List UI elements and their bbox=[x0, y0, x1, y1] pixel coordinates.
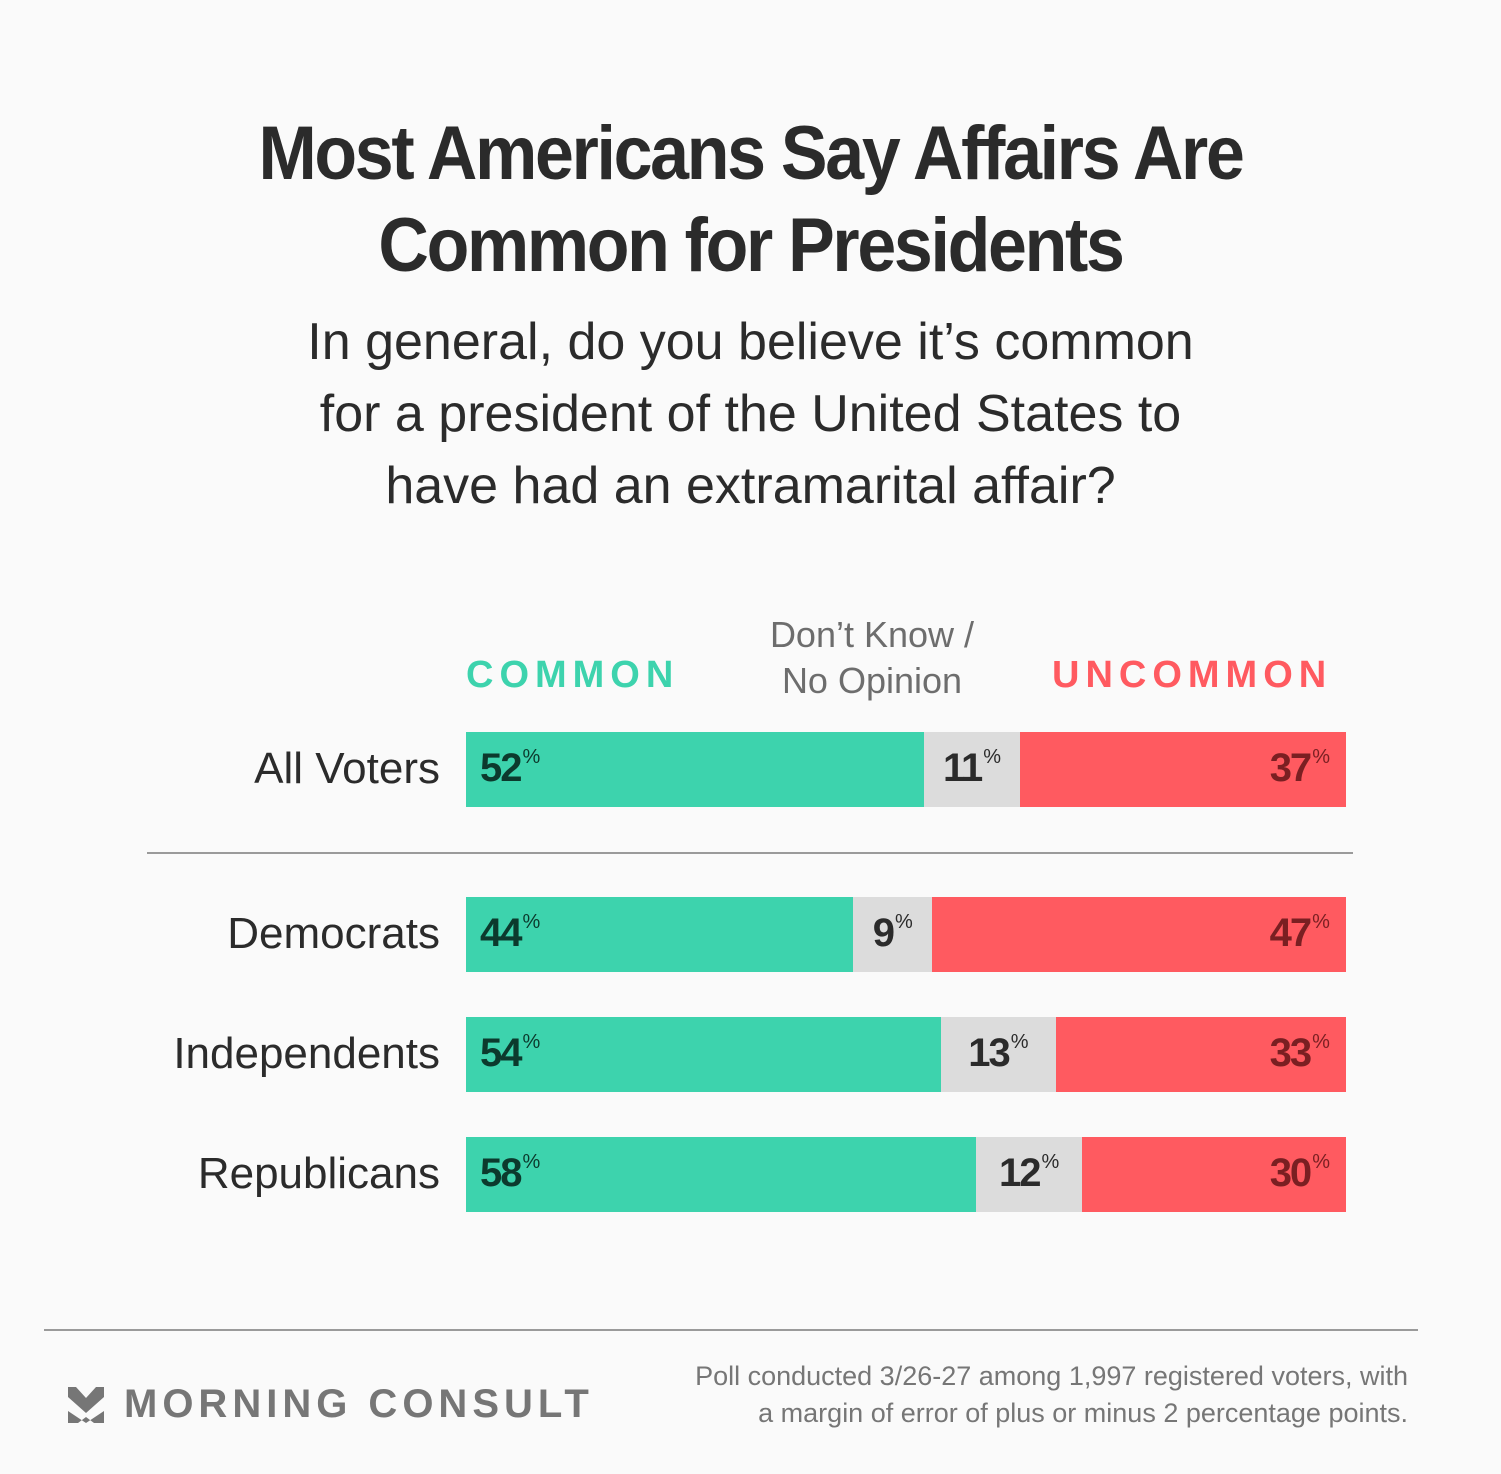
bar-row-democrats: 44% 9% 47% bbox=[466, 897, 1346, 972]
footer-divider bbox=[44, 1329, 1418, 1331]
bar-segment-dont-know: 12% bbox=[976, 1137, 1082, 1212]
row-label-all-voters: All Voters bbox=[254, 744, 440, 793]
note-line-1: Poll conducted 3/26-27 among 1,997 regis… bbox=[695, 1361, 1408, 1391]
chart-title: Most Americans Say Affairs Are Common fo… bbox=[60, 108, 1441, 292]
bar-segment-dont-know: 13% bbox=[941, 1017, 1056, 1092]
legend-common: COMMON bbox=[466, 654, 680, 696]
bar-segment-uncommon: 30% bbox=[1081, 1137, 1346, 1212]
percent-sign: % bbox=[522, 1151, 541, 1173]
bar-segment-uncommon: 33% bbox=[1055, 1017, 1346, 1092]
bar-segment-uncommon: 47% bbox=[932, 897, 1346, 972]
data-label-common: 52% bbox=[480, 746, 541, 790]
data-label-common: 58% bbox=[480, 1151, 541, 1195]
percent-sign: % bbox=[522, 746, 541, 768]
data-label-dont-know: 12% bbox=[999, 1151, 1060, 1195]
title-line-2: Common for Presidents bbox=[378, 203, 1125, 288]
data-label-dont-know: 9% bbox=[872, 911, 913, 955]
data-label-dont-know: 13% bbox=[968, 1031, 1029, 1075]
data-label-uncommon: 47% bbox=[1269, 911, 1330, 955]
percent-sign: % bbox=[1010, 1031, 1029, 1053]
percent-sign: % bbox=[1312, 1031, 1330, 1053]
brand-name: MORNING CONSULT bbox=[124, 1382, 594, 1426]
methodology-note: Poll conducted 3/26-27 among 1,997 regis… bbox=[588, 1358, 1408, 1432]
legend-dont-know-line-1: Don’t Know / bbox=[769, 614, 975, 655]
bar-segment-uncommon: 37% bbox=[1020, 732, 1346, 807]
bar-row-republicans: 58% 12% 30% bbox=[466, 1137, 1346, 1212]
morning-consult-chevron-icon bbox=[68, 1386, 104, 1423]
row-label-democrats: Democrats bbox=[227, 909, 440, 958]
percent-sign: % bbox=[1041, 1151, 1060, 1173]
data-label-common: 54% bbox=[480, 1031, 541, 1075]
percent-sign: % bbox=[1312, 1151, 1330, 1173]
row-label-republicans: Republicans bbox=[197, 1149, 440, 1198]
brand-logo: MORNING CONSULT bbox=[68, 1382, 594, 1427]
data-label-uncommon: 37% bbox=[1269, 746, 1330, 790]
subtitle-line-3: have had an extramarital affair? bbox=[385, 457, 1116, 515]
row-label-independents: Independents bbox=[173, 1029, 440, 1078]
legend-uncommon: UNCOMMON bbox=[1052, 654, 1333, 696]
data-label-uncommon: 30% bbox=[1269, 1151, 1330, 1195]
note-line-2: a margin of error of plus or minus 2 per… bbox=[758, 1398, 1408, 1428]
data-label-dont-know: 11% bbox=[942, 746, 1002, 790]
bar-segment-dont-know: 9% bbox=[853, 897, 933, 972]
percent-sign: % bbox=[522, 1031, 541, 1053]
bar-row-all-voters: 52% 11% 37% bbox=[466, 732, 1346, 807]
percent-sign: % bbox=[1312, 746, 1330, 768]
percent-sign: % bbox=[983, 746, 1002, 768]
bar-segment-dont-know: 11% bbox=[923, 732, 1021, 807]
percent-sign: % bbox=[522, 911, 541, 933]
chart-subtitle: In general, do you believe it’s common f… bbox=[0, 306, 1501, 522]
group-divider bbox=[147, 852, 1353, 854]
bar-segment-common: 58% bbox=[466, 1137, 977, 1212]
percent-sign: % bbox=[1312, 911, 1330, 933]
title-line-1: Most Americans Say Affairs Are bbox=[258, 111, 1244, 196]
legend-dont-know-line-2: No Opinion bbox=[781, 660, 963, 701]
subtitle-line-1: In general, do you believe it’s common bbox=[307, 313, 1194, 371]
data-label-common: 44% bbox=[480, 911, 541, 955]
percent-sign: % bbox=[895, 911, 913, 933]
legend-dont-know: Don’t Know / No Opinion bbox=[730, 612, 1014, 704]
bar-segment-common: 54% bbox=[466, 1017, 942, 1092]
subtitle-line-2: for a president of the United States to bbox=[319, 385, 1182, 443]
bar-row-independents: 54% 13% 33% bbox=[466, 1017, 1346, 1092]
bar-segment-common: 44% bbox=[466, 897, 854, 972]
data-label-uncommon: 33% bbox=[1269, 1031, 1330, 1075]
bar-segment-common: 52% bbox=[466, 732, 924, 807]
